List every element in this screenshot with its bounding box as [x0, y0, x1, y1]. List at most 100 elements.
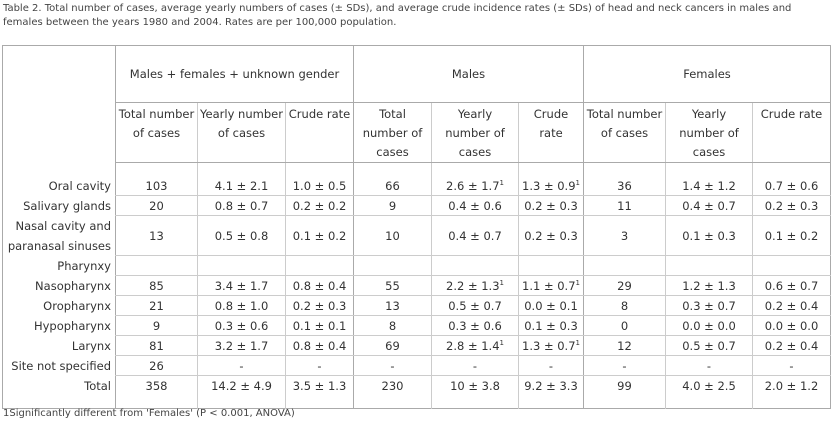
data-cell: 0.8 ± 1.0	[197, 295, 286, 316]
cell-value: 0.0 ± 0.0	[764, 318, 819, 333]
row-label: Site not specified	[3, 356, 116, 376]
footnote-marker: 1	[499, 178, 504, 187]
cell-value: -	[317, 358, 322, 373]
data-cell: 0.2 ± 0.4	[752, 335, 831, 356]
data-cell: 0.1 ± 0.3	[665, 215, 753, 256]
data-cell	[115, 255, 198, 276]
data-cell: -	[197, 355, 286, 376]
row-label-text: Total	[84, 378, 111, 393]
data-cell: 3.5 ± 1.3	[285, 375, 354, 408]
data-row: Total 358 14.2 ± 4.9 3.5 ± 1.3 230 10 ± 3.8 9.…	[3, 375, 831, 409]
data-cell: 13	[353, 295, 432, 316]
data-cell: 9.2 ± 3.3	[518, 375, 584, 408]
cell-value: 81	[149, 338, 164, 353]
data-row: Oral cavity 103 4.1 ± 2.1 1.0 ± 0.5 66 2.6 ± …	[3, 162, 831, 196]
cell-value: 1.2 ± 1.3	[682, 278, 736, 293]
cell-value: 0.2 ± 0.2	[292, 198, 347, 213]
row-label: Oropharynx	[3, 296, 116, 316]
data-cell: 0.1 ± 0.3	[518, 315, 584, 336]
data-cell	[518, 255, 584, 276]
cell-value: 0.0 ± 0.1	[524, 298, 578, 313]
cell-value: 9	[152, 318, 161, 333]
cell-value: 0.2 ± 0.4	[764, 338, 819, 353]
data-cell: -	[583, 355, 666, 376]
cell-value: 0.2 ± 0.3	[292, 298, 347, 313]
cell-value: 69	[385, 338, 400, 353]
data-cell: 85	[115, 275, 198, 296]
data-cell: 66	[353, 162, 432, 196]
cell-value: 13	[385, 298, 400, 313]
row-label-text: Site not specified	[11, 358, 111, 373]
data-cell: 81	[115, 335, 198, 356]
data-cell: 0.4 ± 0.7	[665, 195, 753, 216]
cell-value: 55	[385, 278, 400, 293]
data-cell: 0.0 ± 0.1	[518, 295, 584, 316]
footnote-marker: 1	[575, 338, 580, 347]
data-cell: 3	[583, 215, 666, 256]
row-label-text: Salivary glands	[23, 198, 111, 213]
group-header: Males + females + unknown gender	[115, 45, 354, 103]
column-header: Total number of cases	[115, 102, 198, 163]
cell-value: 9.2 ± 3.3	[524, 378, 578, 393]
cell-value: 0.8 ± 0.7	[214, 198, 269, 213]
cell-value: -	[472, 358, 478, 373]
data-cell: 4.1 ± 2.1	[197, 162, 286, 196]
footnote-marker: 1	[499, 278, 504, 287]
cell-value: -	[390, 358, 395, 373]
cell-value: 0.3 ± 0.7	[682, 298, 736, 313]
data-cell: 11	[583, 195, 666, 216]
cell-value: 8	[388, 318, 397, 333]
cell-value: 1.3 ± 0.9	[522, 178, 576, 193]
data-cell: 230	[353, 375, 432, 408]
row-label: Nasopharynx	[3, 276, 116, 296]
data-cell: 1.2 ± 1.3	[665, 275, 753, 296]
row-label-text: Hypopharynx	[33, 318, 111, 333]
row-label: Pharynxy	[3, 256, 116, 276]
data-cell: 8	[353, 315, 432, 336]
data-cell	[431, 255, 519, 276]
data-cell: 0.8 ± 0.7	[197, 195, 286, 216]
data-cell: 1.4 ± 1.2	[665, 162, 753, 196]
cell-value: 2.6 ± 1.7	[446, 178, 500, 193]
data-cell: 0.1 ± 0.2	[752, 215, 831, 256]
data-cell: -	[665, 355, 753, 376]
row-label: Total	[3, 376, 116, 409]
cell-value: 99	[617, 378, 632, 393]
cell-value: 4.0 ± 2.5	[682, 378, 736, 393]
cell-value: 0.1 ± 0.3	[524, 318, 578, 333]
data-cell: 2.6 ± 1.71	[431, 162, 519, 196]
data-cell: 26	[115, 355, 198, 376]
cell-value: 2.8 ± 1.4	[446, 338, 500, 353]
cell-value: 85	[149, 278, 164, 293]
data-cell: 10	[353, 215, 432, 256]
column-header: Yearly number of cases	[197, 102, 286, 163]
cell-value: 3.4 ± 1.7	[214, 278, 269, 293]
data-cell	[285, 255, 354, 276]
data-cell: 0.5 ± 0.7	[665, 335, 753, 356]
cell-value: 20	[149, 198, 164, 213]
data-cell: 20	[115, 195, 198, 216]
cell-value: 0.8 ± 1.0	[214, 298, 269, 313]
cell-value: -	[548, 358, 554, 373]
data-cell: 1.0 ± 0.5	[285, 162, 354, 196]
data-cell: 9	[115, 315, 198, 336]
footnote-marker: 1	[499, 338, 504, 347]
column-header: Yearly number of cases	[665, 102, 753, 163]
cell-value: 0.1 ± 0.3	[682, 228, 736, 243]
row-label: Nasal cavity and paranasal sinuses	[3, 216, 116, 256]
data-cell: 1.3 ± 0.91	[518, 162, 584, 196]
data-cell: 3.2 ± 1.7	[197, 335, 286, 356]
data-cell	[752, 255, 831, 276]
cell-value: -	[622, 358, 627, 373]
data-row: Hypopharynx 9 0.3 ± 0.6 0.1 ± 0.1 8 0.3 ± 0.6…	[3, 315, 831, 336]
row-label-text: Oropharynx	[43, 298, 111, 313]
data-cell: 1.3 ± 0.71	[518, 335, 584, 356]
corner-cell	[3, 46, 116, 163]
column-header: Crude rate	[285, 102, 354, 163]
cell-value: 2.2 ± 1.3	[446, 278, 500, 293]
data-cell: 3.4 ± 1.7	[197, 275, 286, 296]
table-caption: Table 2. Total number of cases, average …	[3, 3, 792, 28]
row-label-text: Nasal cavity and paranasal sinuses	[7, 218, 111, 253]
cell-value: 0.0 ± 0.0	[682, 318, 736, 333]
data-row: Salivary glands 20 0.8 ± 0.7 0.2 ± 0.2 9 0.4 …	[3, 195, 831, 216]
